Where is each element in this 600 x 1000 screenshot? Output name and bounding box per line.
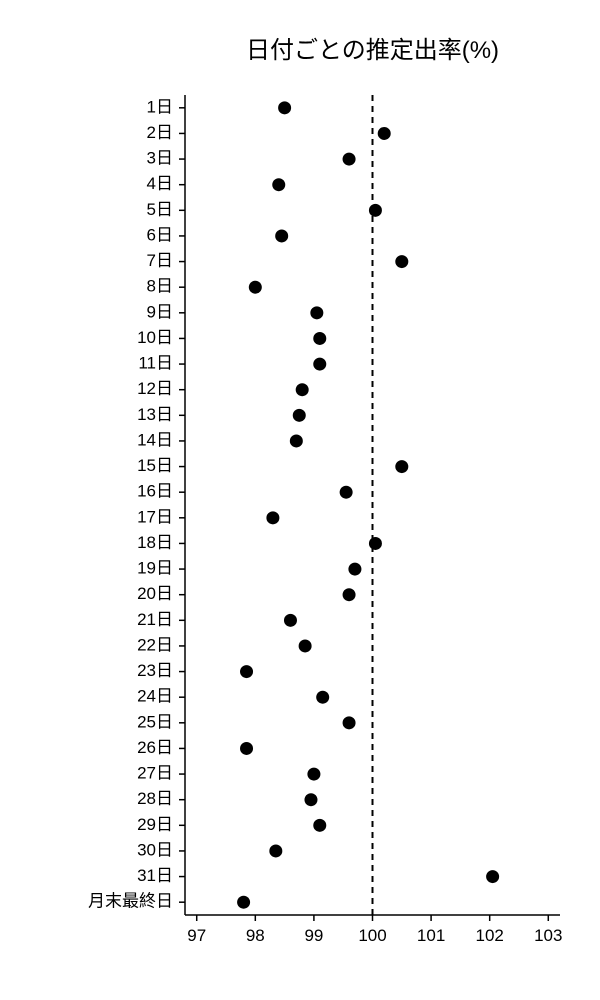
data-point <box>240 742 253 755</box>
y-tick-label: 5日 <box>147 200 173 219</box>
y-tick-label: 2日 <box>147 123 173 142</box>
data-point <box>293 409 306 422</box>
y-tick-label: 26日 <box>137 738 173 757</box>
y-tick-label: 7日 <box>147 251 173 270</box>
y-tick-label: 28日 <box>137 789 173 808</box>
data-point <box>307 768 320 781</box>
data-point <box>284 614 297 627</box>
data-point <box>275 229 288 242</box>
chart-title: 日付ごとの推定出率(%) <box>246 37 499 64</box>
data-point <box>378 127 391 140</box>
y-tick-label: 17日 <box>137 507 173 526</box>
y-tick-label: 21日 <box>137 610 173 629</box>
scatter-chart: 日付ごとの推定出率(%) 97 98 99 100 101 102 103 1日 2日 3日 4日 5日… <box>0 0 600 1000</box>
data-point <box>313 819 326 832</box>
y-tick-label: 6日 <box>147 225 173 244</box>
y-tick-label: 8日 <box>147 277 173 296</box>
data-point <box>340 486 353 499</box>
y-tick-label: 27日 <box>137 764 173 783</box>
data-point <box>343 588 356 601</box>
y-tick-label: 29日 <box>137 815 173 834</box>
data-point <box>369 537 382 550</box>
data-point <box>278 101 291 114</box>
data-point <box>304 793 317 806</box>
data-point <box>269 844 282 857</box>
y-tick-label: 4日 <box>147 174 173 193</box>
y-tick-label: 11日 <box>138 354 173 373</box>
x-tick-label: 98 <box>246 926 265 945</box>
data-point <box>486 870 499 883</box>
data-point <box>369 204 382 217</box>
y-tick-label: 14日 <box>137 430 173 449</box>
x-tick-label: 103 <box>534 926 562 945</box>
data-point <box>343 716 356 729</box>
y-tick-label: 9日 <box>147 302 173 321</box>
y-tick-label: 12日 <box>137 379 173 398</box>
data-point <box>240 665 253 678</box>
data-point <box>313 358 326 371</box>
y-tick-label: 20日 <box>137 584 173 603</box>
data-point <box>290 434 303 447</box>
y-tick-label: 3日 <box>147 149 173 168</box>
data-point <box>296 383 309 396</box>
x-tick-label: 99 <box>304 926 323 945</box>
data-point <box>237 896 250 909</box>
y-tick-label: 24日 <box>137 687 173 706</box>
x-tick-label: 102 <box>476 926 504 945</box>
data-point <box>395 460 408 473</box>
y-tick-label: 月末最終日 <box>88 892 173 911</box>
y-tick-label: 19日 <box>137 559 173 578</box>
data-point <box>313 332 326 345</box>
y-tick-label: 25日 <box>137 712 173 731</box>
data-point <box>249 281 262 294</box>
data-point <box>299 639 312 652</box>
y-tick-label: 23日 <box>137 661 173 680</box>
y-tick-label: 1日 <box>147 97 173 116</box>
y-tick-label: 18日 <box>137 533 173 552</box>
y-tick-label: 30日 <box>137 840 173 859</box>
y-tick-label: 31日 <box>137 866 173 885</box>
x-tick-label: 101 <box>417 926 445 945</box>
data-point <box>348 563 361 576</box>
data-point <box>272 178 285 191</box>
data-point <box>310 306 323 319</box>
y-tick-label: 16日 <box>137 482 173 501</box>
data-point <box>395 255 408 268</box>
y-tick-label: 15日 <box>137 456 173 475</box>
y-tick-label: 13日 <box>137 405 173 424</box>
y-tick-label: 10日 <box>137 328 173 347</box>
data-point <box>343 153 356 166</box>
chart-container: 日付ごとの推定出率(%) 97 98 99 100 101 102 103 1日 2日 3日 4日 5日… <box>0 0 600 1000</box>
data-point <box>316 691 329 704</box>
x-tick-label: 100 <box>358 926 386 945</box>
x-tick-label: 97 <box>187 926 206 945</box>
y-tick-label: 22日 <box>137 635 173 654</box>
data-point <box>266 511 279 524</box>
